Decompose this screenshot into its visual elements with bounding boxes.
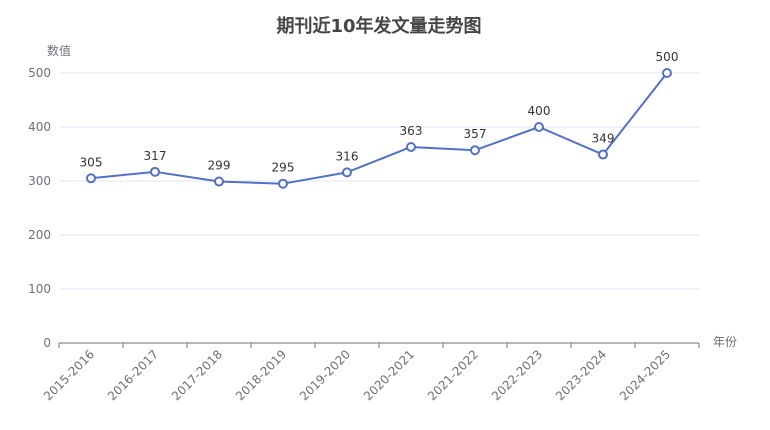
y-tick-label: 300 xyxy=(28,174,51,188)
y-tick-label: 0 xyxy=(43,336,51,350)
x-tick-label: 2016-2017 xyxy=(105,347,161,403)
x-axis-label: 年份 xyxy=(713,335,737,349)
data-label: 317 xyxy=(144,149,167,163)
data-point xyxy=(214,176,224,187)
x-tick-label: 2023-2024 xyxy=(553,347,609,403)
data-point xyxy=(406,141,416,152)
series-line xyxy=(90,72,668,185)
chart-title: 期刊近10年发文量走势图 xyxy=(276,15,481,37)
x-tick-label: 2017-2018 xyxy=(169,347,225,403)
y-tick-label: 500 xyxy=(28,66,51,80)
x-tick-label: 2019-2020 xyxy=(297,347,353,403)
data-label: 357 xyxy=(464,127,487,141)
x-tick-label: 2018-2019 xyxy=(233,347,289,403)
data-label: 295 xyxy=(272,161,295,175)
data-point xyxy=(278,178,288,189)
data-label: 349 xyxy=(592,132,615,146)
y-tick-label: 400 xyxy=(28,120,51,134)
data-point xyxy=(470,145,480,156)
x-tick-label: 2022-2023 xyxy=(489,347,545,403)
y-axis-label: 数值 xyxy=(47,43,71,58)
y-tick-label: 200 xyxy=(28,228,51,242)
x-tick-label: 2024-2025 xyxy=(617,347,673,403)
data-label: 305 xyxy=(80,155,103,169)
data-point xyxy=(662,68,672,78)
y-tick-label: 100 xyxy=(28,282,51,296)
data-labels: 305 317 299 295 316 363 357 400 349 500 xyxy=(80,50,679,175)
data-point xyxy=(598,149,608,160)
data-label: 500 xyxy=(656,50,679,64)
x-tick-label: 2021-2022 xyxy=(425,347,481,403)
data-point xyxy=(342,167,352,178)
data-label: 299 xyxy=(208,159,231,173)
data-label: 363 xyxy=(400,124,423,138)
x-tick-label: 2020-2021 xyxy=(361,347,417,403)
data-label: 316 xyxy=(336,149,359,163)
data-point xyxy=(150,166,160,177)
x-tick-label: 2015-2016 xyxy=(41,347,97,403)
series-group xyxy=(86,68,672,189)
data-point xyxy=(534,122,544,132)
data-label: 400 xyxy=(528,104,551,118)
data-point xyxy=(86,173,96,184)
grid-lines xyxy=(59,72,699,290)
